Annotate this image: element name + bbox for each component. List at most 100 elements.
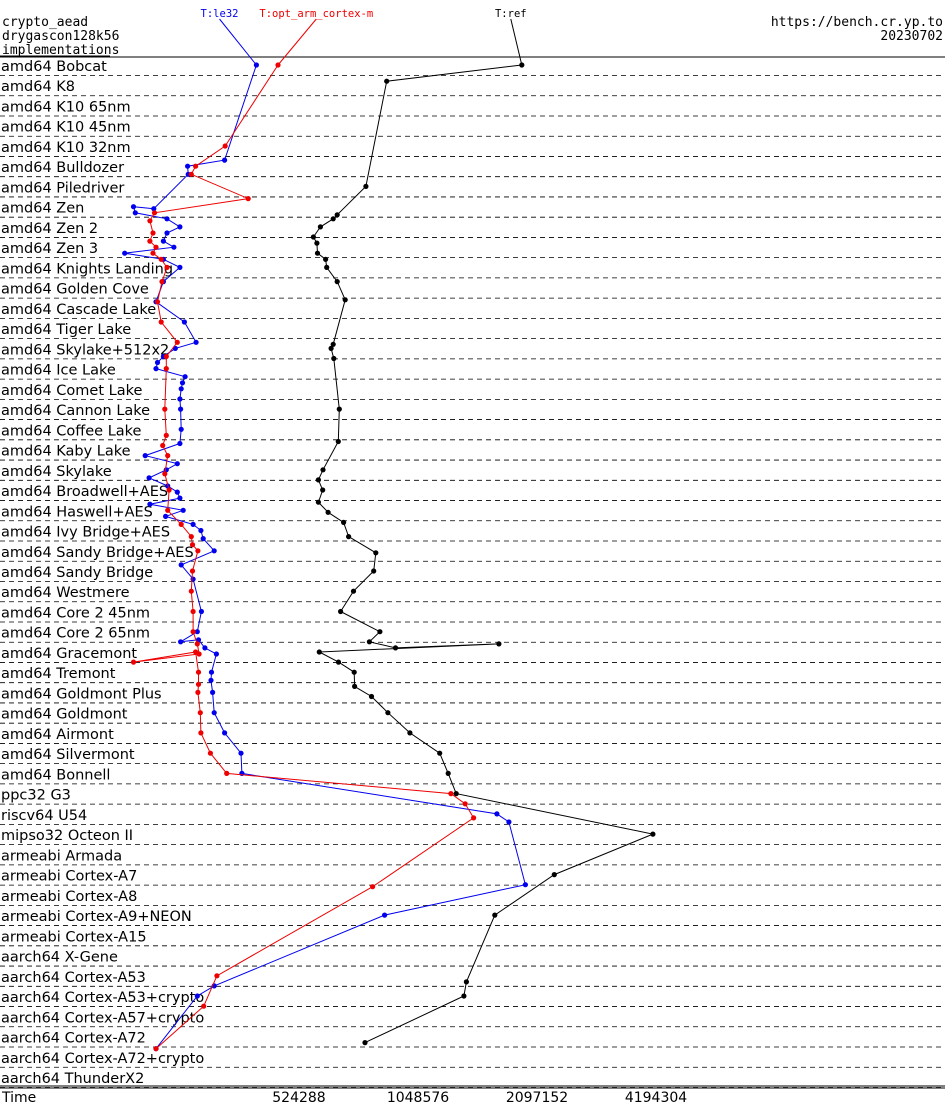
- data-point: [341, 519, 347, 526]
- data-point: [314, 240, 320, 246]
- series-lines: [122, 18, 656, 1052]
- data-point: [163, 353, 169, 360]
- data-point: [153, 1046, 159, 1052]
- data-point: [177, 440, 183, 447]
- data-point: [310, 234, 316, 240]
- data-point: [324, 264, 330, 270]
- data-point: [463, 979, 469, 985]
- data-point: [171, 244, 177, 250]
- data-point: [201, 1003, 207, 1009]
- data-point: [200, 536, 206, 542]
- data-point: [160, 238, 166, 244]
- data-point: [315, 499, 321, 505]
- platform-label: amd64 Goldmont Plus: [1, 686, 162, 702]
- platform-label: amd64 Bulldozer: [1, 160, 124, 176]
- platform-label: amd64 Tremont: [1, 666, 116, 682]
- data-point: [208, 669, 215, 675]
- data-point: [323, 256, 329, 262]
- data-point: [392, 645, 399, 651]
- data-point: [193, 339, 199, 345]
- data-point: [164, 230, 170, 236]
- series-group: [130, 18, 477, 1052]
- data-point: [366, 639, 372, 645]
- platform-rows: amd64 Bobcat amd64 K8 amd64 K10 65nm amd64 …: [0, 59, 945, 1088]
- header-url: https://bench.cr.yp.to: [771, 15, 943, 30]
- data-point: [371, 568, 377, 574]
- header-line1: crypto_aead: [2, 15, 88, 30]
- data-point: [211, 548, 217, 554]
- platform-label: aarch64 ThunderX2: [1, 1071, 144, 1087]
- platform-label: amd64 Bobcat: [1, 59, 107, 75]
- platform-label: amd64 Bonnell: [1, 767, 110, 783]
- data-point: [492, 912, 498, 918]
- platform-label: amd64 Haswell+AES: [1, 504, 153, 520]
- platform-label: amd64 Kaby Lake: [1, 444, 131, 460]
- platform-label: amd64 Knights Landing: [1, 261, 173, 277]
- data-point: [188, 171, 194, 177]
- data-point: [494, 811, 500, 817]
- data-point: [320, 467, 326, 473]
- data-point: [316, 649, 322, 655]
- data-point: [178, 521, 184, 528]
- data-point: [370, 884, 376, 890]
- data-point: [198, 527, 204, 534]
- platform-label: amd64 Zen 3: [1, 241, 98, 257]
- data-point: [190, 576, 196, 582]
- platform-label: aarch64 Cortex-A57+crypto: [1, 1010, 204, 1026]
- data-point: [314, 250, 321, 256]
- data-point: [163, 366, 169, 372]
- data-point: [350, 588, 357, 594]
- data-point: [207, 750, 213, 756]
- data-point: [377, 629, 383, 635]
- data-point: [163, 432, 169, 438]
- data-point: [194, 993, 200, 999]
- data-point: [195, 689, 201, 696]
- platform-label: amd64 Skylake+512x2: [1, 342, 169, 358]
- data-point: [142, 453, 148, 459]
- platform-label: armeabi Armada: [1, 848, 122, 864]
- platform-label: armeabi Cortex-A7: [1, 869, 137, 885]
- data-point: [368, 693, 375, 700]
- series-label: T:le32: [201, 8, 239, 20]
- data-point: [174, 339, 180, 345]
- data-point: [213, 651, 219, 657]
- data-point: [373, 550, 379, 556]
- data-point: [320, 487, 326, 493]
- data-point: [650, 831, 656, 837]
- data-point: [160, 442, 166, 449]
- platform-label: aarch64 Cortex-A72: [1, 1031, 146, 1047]
- data-point: [154, 299, 161, 305]
- data-point: [325, 509, 331, 515]
- data-point: [195, 548, 201, 554]
- platform-label: amd64 Ice Lake: [1, 363, 116, 379]
- data-point: [382, 912, 388, 918]
- data-point: [177, 224, 183, 230]
- platform-label: amd64 Core 2 45nm: [1, 605, 150, 621]
- data-point: [190, 521, 196, 528]
- platform-label: amd64 Piledriver: [1, 180, 124, 196]
- data-point: [132, 210, 138, 216]
- data-point: [448, 791, 454, 797]
- data-point: [238, 750, 244, 756]
- platform-label: armeabi Cortex-A8: [1, 889, 137, 905]
- data-point: [164, 216, 170, 222]
- data-point: [180, 507, 186, 513]
- header-date: 20230702: [880, 29, 943, 44]
- data-point: [194, 629, 200, 635]
- data-point: [122, 250, 128, 256]
- data-point: [164, 264, 170, 270]
- data-point: [162, 471, 168, 477]
- data-point: [197, 710, 203, 716]
- platform-label: amd64 Skylake: [1, 464, 112, 480]
- data-point: [336, 406, 342, 412]
- platform-label: amd64 Core 2 65nm: [1, 626, 150, 642]
- data-point: [146, 475, 152, 481]
- data-point: [166, 487, 172, 493]
- data-point: [158, 256, 164, 262]
- data-point: [165, 507, 171, 513]
- platform-label: amd64 K10 32nm: [1, 140, 131, 156]
- platform-label: aarch64 Cortex-A72+crypto: [1, 1051, 204, 1067]
- data-point: [352, 683, 358, 690]
- data-point: [551, 872, 557, 878]
